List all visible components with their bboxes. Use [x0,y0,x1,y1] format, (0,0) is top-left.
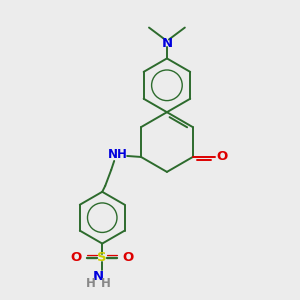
Text: N: N [161,37,172,50]
Text: O: O [122,251,134,264]
Text: H: H [101,277,111,290]
Text: H: H [86,277,96,290]
Text: S: S [98,251,107,264]
Text: O: O [71,251,82,264]
Text: NH: NH [108,148,128,161]
Text: N: N [93,270,104,283]
Text: O: O [216,151,227,164]
